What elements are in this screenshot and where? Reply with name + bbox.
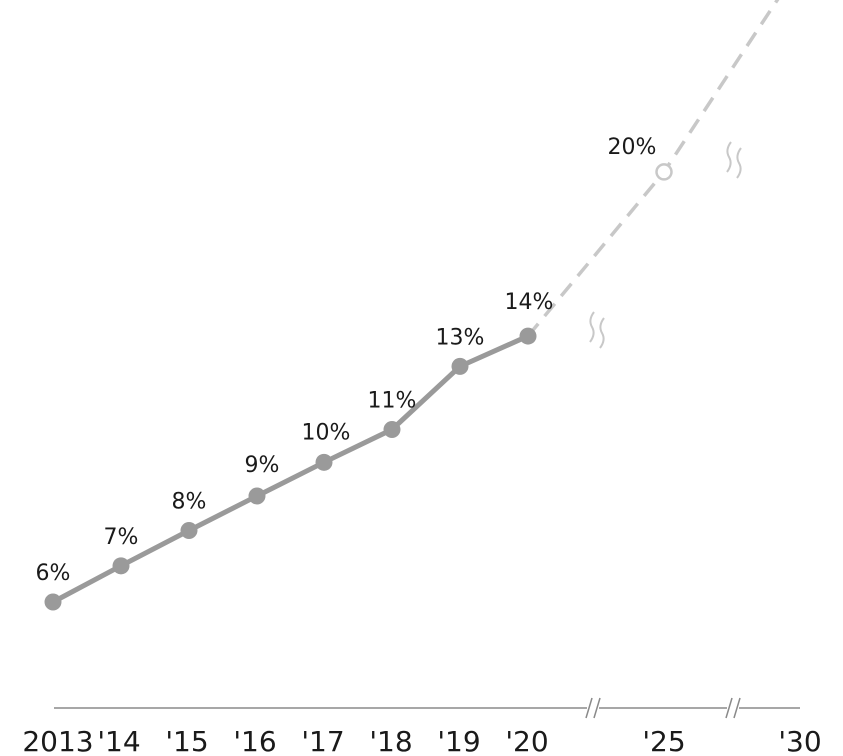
data-label: 20% [608,135,657,160]
actual-data-point [315,453,333,471]
projected-data-point [655,163,673,181]
actual-data-point [383,421,401,438]
x-axis: 2013'14 '15 '16 '17 '18 '19 '20 '25 '30 [22,697,822,756]
data-label: 14% [505,290,554,315]
x-tick-label: '17 [301,725,344,756]
data-label: 11% [368,389,417,414]
x-tick-label: '19 [437,725,480,756]
line-break-mark-2b [736,147,742,179]
actual-series [44,327,537,611]
x-tick-label: 2013 [22,725,93,756]
data-label: 9% [245,453,280,478]
data-label: 10% [302,420,351,445]
line-break-mark-1a [589,311,595,343]
data-label: 8% [172,489,207,514]
x-tick-label: '16 [233,725,276,756]
x-tick-label: '18 [369,725,412,756]
data-label: 13% [436,325,485,350]
axis-break-mark-1a [585,697,593,719]
axis-break-mark-2b [733,697,741,719]
actual-data-point [519,327,537,345]
projected-series [526,0,780,338]
actual-data-point [112,557,130,575]
line-break-mark-2a [726,141,732,173]
data-label: 6% [36,561,71,586]
actual-data-point [180,521,198,539]
axis-break-mark-1b [593,697,601,719]
actual-series-line [50,333,531,605]
x-tick-label: '14 [97,725,140,756]
x-tick-labels: 2013'14 '15 '16 '17 '18 '19 '20 '25 '30 [22,725,821,756]
actual-data-point [451,357,469,375]
data-labels: 6%7%8%9%10%11%13%14%20%30% [36,135,657,586]
x-tick-label: '25 [642,725,685,756]
line-break-mark-1b [599,317,605,349]
x-tick-label: '15 [165,725,208,756]
x-tick-label: '20 [505,725,548,756]
actual-data-point [44,593,62,611]
x-tick-label: '30 [778,725,821,756]
line-break-marks [589,141,742,349]
actual-data-point [248,487,266,505]
data-label: 7% [104,525,139,550]
axis-break-mark-2a [725,697,733,719]
